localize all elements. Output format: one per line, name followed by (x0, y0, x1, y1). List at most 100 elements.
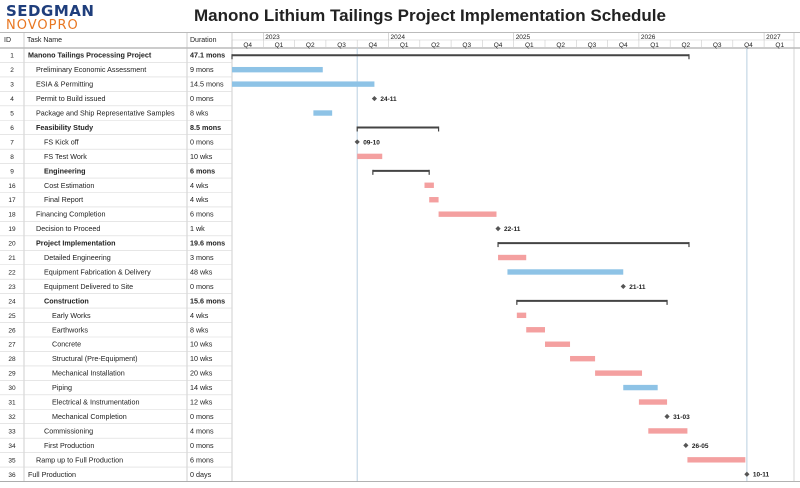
task-bars: 24-11 09-10 22-11 21-11 31-03 26-05 10-11 (231, 54, 770, 479)
year-label-2024: 2024 (391, 34, 406, 41)
quarter-label: Q4 (619, 42, 628, 49)
task-id: 25 (8, 313, 16, 320)
milestone-marker (683, 442, 689, 448)
task-id: 22 (8, 269, 16, 276)
task-name: Equipment Delivered to Site (44, 282, 133, 291)
task-duration: 6 mons (190, 210, 214, 219)
task-duration: 20 wks (190, 369, 213, 378)
task-name: Equipment Fabrication & Delivery (44, 267, 151, 276)
quarter-label: Q4 (494, 42, 503, 49)
task-duration: 0 mons (190, 412, 214, 421)
task-name: Permit to Build issued (36, 94, 106, 103)
year-label-2025: 2025 (516, 34, 531, 41)
task-id: 34 (8, 443, 16, 450)
quarter-label: Q3 (337, 42, 346, 49)
milestone-marker (354, 139, 360, 145)
milestone-marker (664, 413, 670, 420)
task-id: 19 (8, 226, 16, 233)
task-name: Feasibility Study (36, 123, 93, 132)
quarter-label: Q1 (525, 42, 534, 49)
logo-top-text: SEDGMAN (6, 2, 95, 20)
task-id: 29 (8, 371, 16, 378)
task-id: 28 (8, 356, 16, 363)
quarter-label: Q3 (462, 42, 471, 49)
quarter-label: Q1 (775, 42, 784, 49)
task-duration: 8 wks (190, 109, 209, 118)
task-name: Commissioning (44, 426, 93, 435)
task-duration: 14 wks (190, 383, 213, 392)
task-duration: 15.6 mons (190, 296, 225, 305)
task-id: 23 (8, 284, 16, 291)
task-id: 17 (8, 197, 16, 204)
task-bar (232, 81, 375, 87)
task-id: 5 (10, 111, 14, 118)
task-bar (526, 327, 545, 333)
task-name: Piping (52, 383, 72, 392)
task-bar (648, 428, 688, 434)
task-name: Project Implementation (36, 239, 115, 248)
task-duration: 8.5 mons (190, 123, 221, 132)
task-id: 18 (8, 212, 16, 219)
timeline-header: 2023 2024 2025 2026 2027 Q4 Q1 Q2 Q3 Q4 Q1 Q2 Q3 Q4 Q1… (231, 32, 784, 49)
task-name: Earthworks (52, 325, 88, 334)
task-name: Manono Tailings Processing Project (28, 51, 152, 60)
task-duration: 9 mons (190, 65, 214, 74)
task-id: 35 (8, 457, 16, 464)
quarter-label: Q2 (431, 42, 440, 49)
task-bar (232, 66, 323, 73)
col-id-header: ID (4, 37, 11, 44)
task-bar (687, 457, 746, 463)
task-name: Mechanical Completion (52, 412, 127, 421)
task-bar (545, 341, 571, 347)
task-name: Concrete (52, 340, 81, 349)
task-name: Decision to Proceed (36, 224, 100, 233)
quarter-label: Q1 (400, 42, 409, 49)
logo-bottom-text: NOVOPRO (6, 18, 79, 33)
task-duration: 10 wks (190, 354, 213, 363)
task-duration: 0 mons (190, 441, 214, 450)
task-duration: 8 wks (190, 325, 209, 334)
task-duration: 6 mons (190, 455, 214, 464)
quarter-label: Q2 (556, 42, 565, 49)
milestone-date-label: 26-05 (692, 443, 709, 450)
task-id: 32 (8, 414, 16, 421)
task-name: Mechanical Installation (52, 369, 125, 378)
task-id: 27 (8, 342, 16, 349)
sedgman-novopro-logo: SEDGMAN NOVOPRO (6, 2, 118, 33)
milestone-marker (744, 471, 750, 477)
task-name: Electrical & Instrumentation (52, 398, 140, 407)
task-duration: 48 wks (190, 267, 213, 276)
task-duration: 10 wks (190, 152, 213, 161)
milestone-date-label: 09-10 (363, 139, 380, 146)
task-duration: 4 wks (190, 181, 209, 190)
task-id: 16 (8, 183, 16, 190)
task-duration: 47.1 mons (190, 51, 225, 60)
task-duration: 14.5 mons (190, 80, 224, 89)
task-bar (438, 211, 497, 217)
task-duration: 0 mons (190, 94, 214, 103)
task-id: 7 (10, 139, 14, 146)
task-bar (595, 370, 643, 376)
task-name: FS Kick off (44, 137, 79, 146)
task-name: FS Test Work (44, 152, 87, 161)
quarter-label: Q3 (588, 42, 597, 49)
task-id: 9 (10, 168, 14, 175)
task-duration: 4 wks (190, 311, 209, 320)
quarter-label: Q2 (682, 42, 691, 49)
task-bar (424, 182, 434, 188)
task-name: Full Production (28, 470, 76, 479)
quarter-label: Q1 (275, 42, 284, 49)
milestone-date-label: 22-11 (504, 226, 521, 233)
task-id: 36 (8, 472, 16, 479)
task-duration: 6 mons (190, 166, 215, 175)
milestone-date-label: 24-11 (380, 96, 397, 103)
task-name: ESIA & Permitting (36, 80, 93, 89)
task-name: Ramp up to Full Production (36, 455, 123, 464)
task-duration: 0 mons (190, 137, 214, 146)
task-name: Structural (Pre-Equipment) (52, 354, 137, 363)
task-duration: 19.6 mons (190, 239, 225, 248)
task-id: 4 (10, 96, 14, 103)
milestone-date-label: 10-11 (753, 472, 770, 479)
task-bar (357, 153, 383, 160)
task-name: Preliminary Economic Assessment (36, 65, 146, 74)
